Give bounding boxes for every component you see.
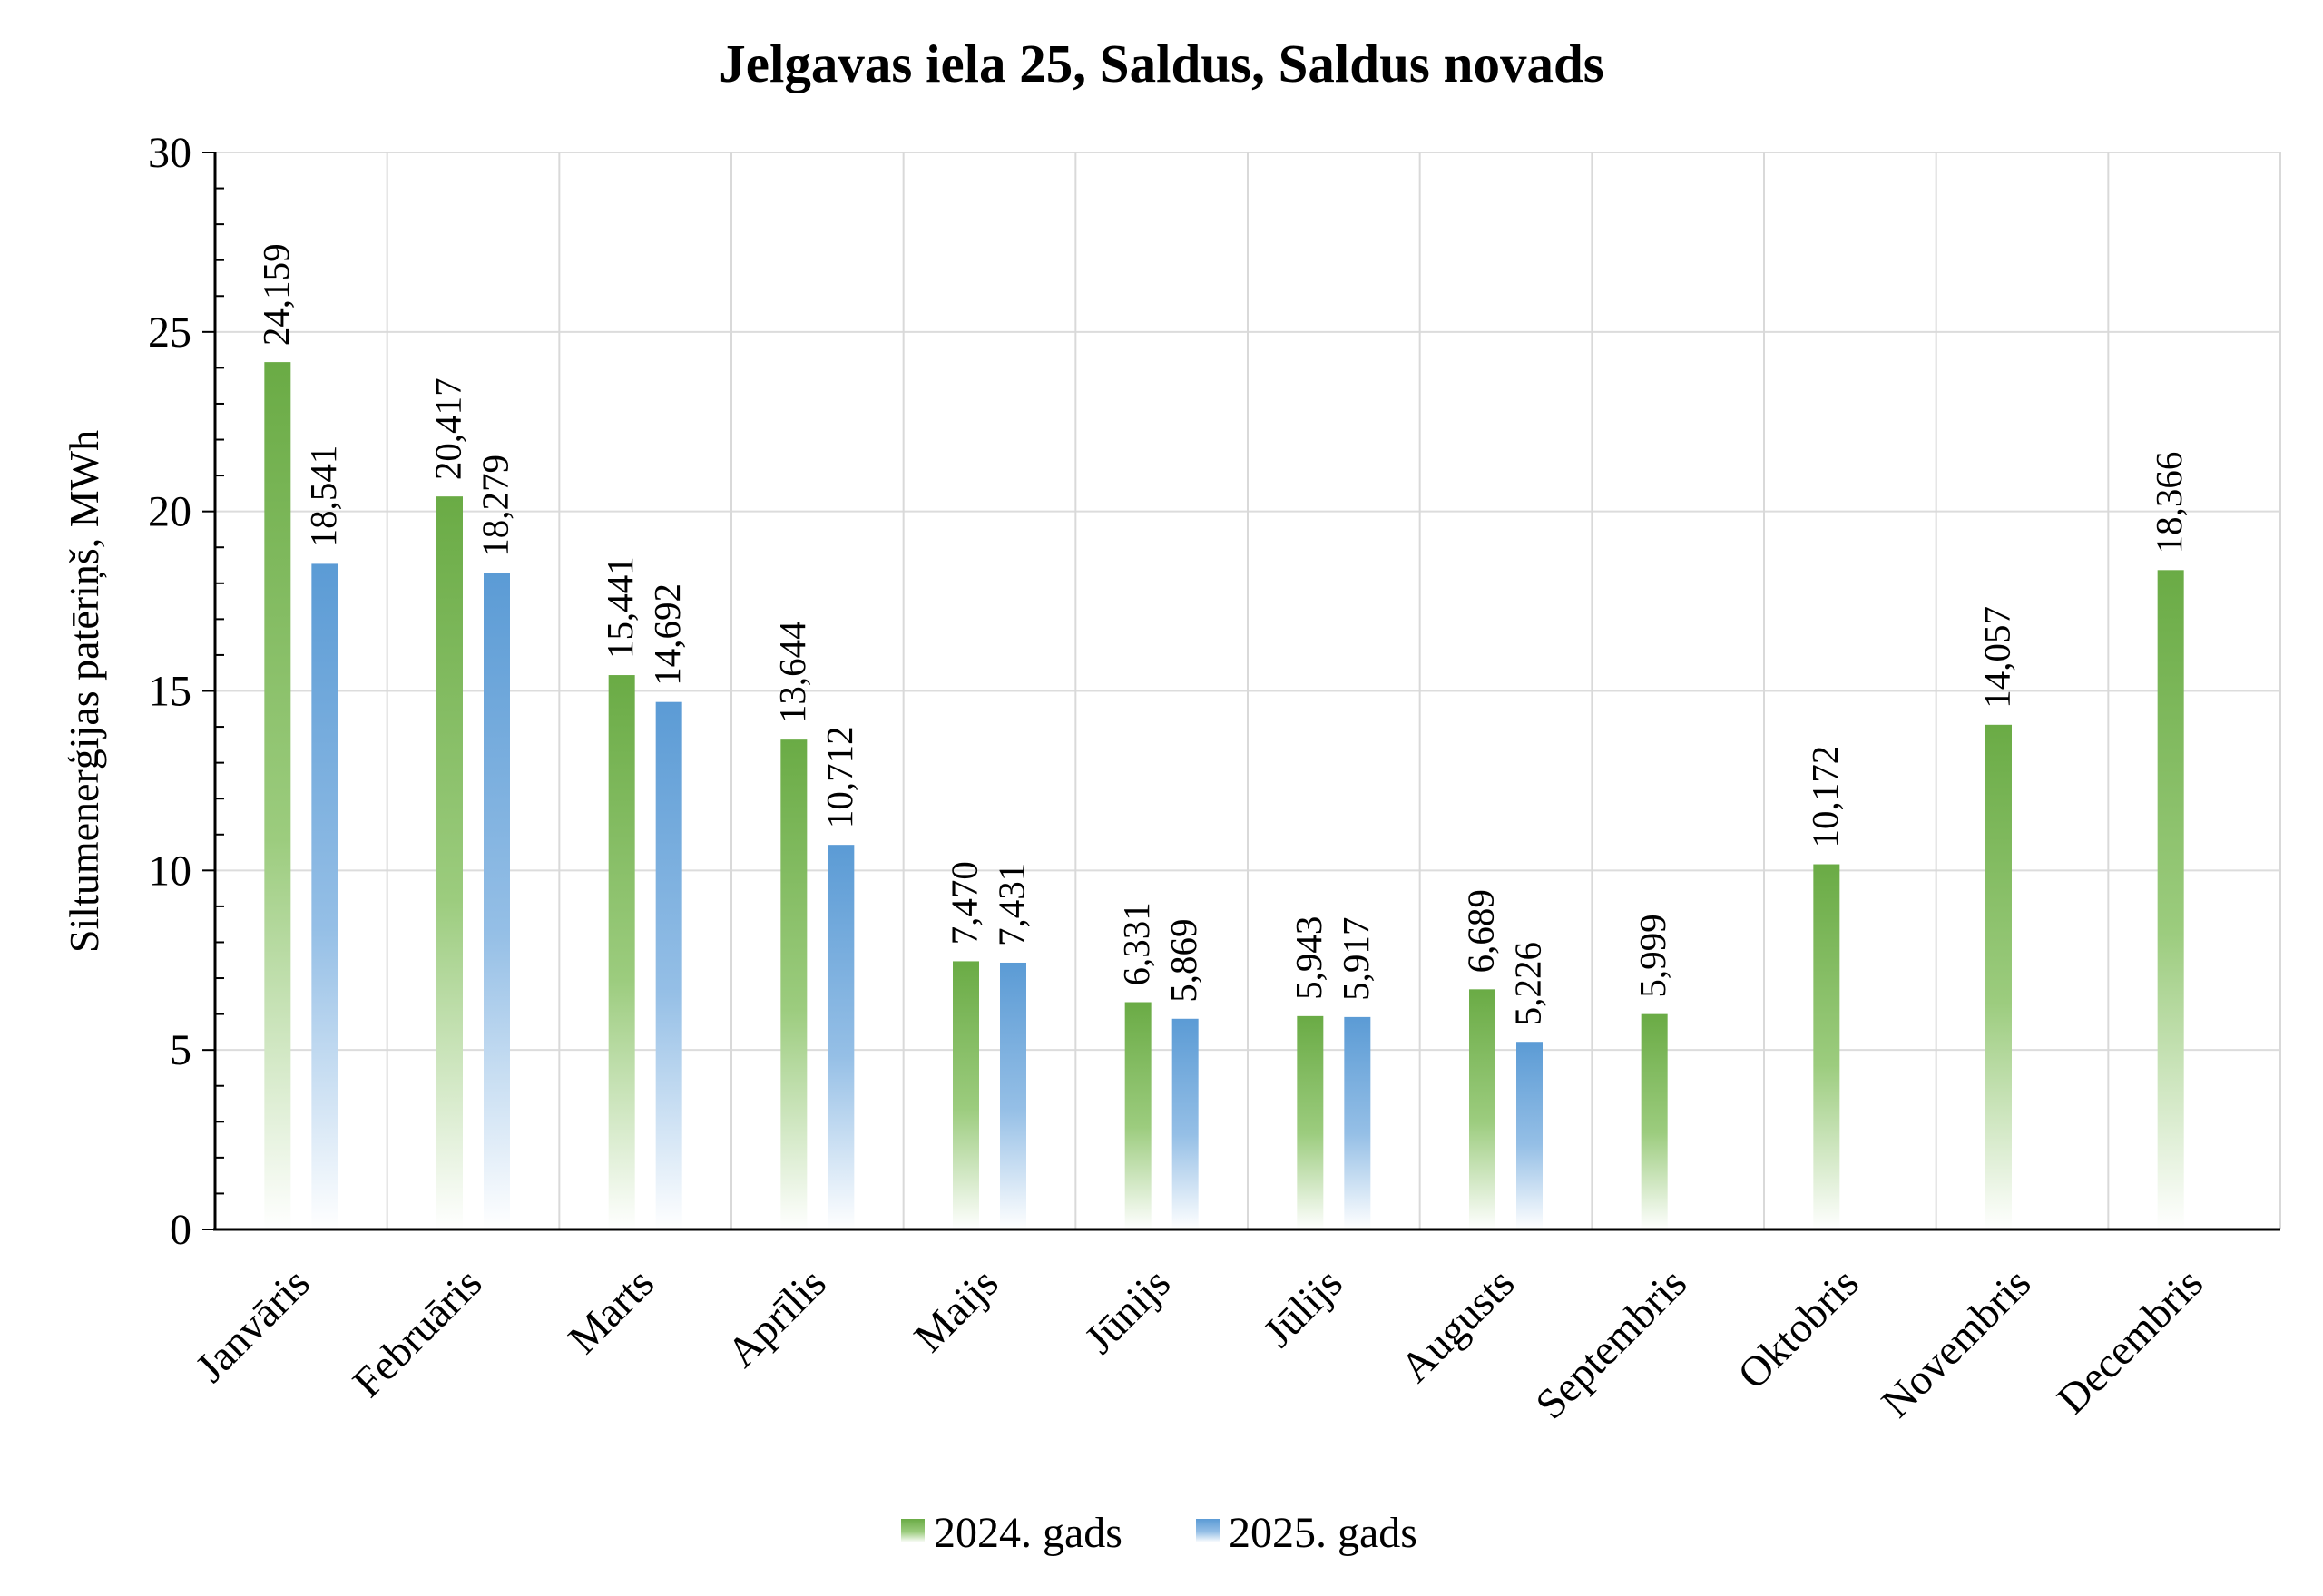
x-tick-label: Decembris: [2048, 1259, 2212, 1424]
data-label: 5,869: [1162, 919, 1204, 1003]
axes: 0 5 10 15 20 25 30 Janvāris Februāris Marts Aprīli…: [148, 129, 2280, 1428]
data-labels: 24,159 20,417 15,441 13,644 7,470 6,331 5,943 6…: [255, 243, 2190, 1025]
x-tick-label: Septembris: [1527, 1259, 1696, 1428]
data-label: 13,644: [771, 621, 813, 723]
bar-2025-0: [311, 563, 338, 1229]
bar-2025-2: [655, 701, 682, 1229]
bar-2025-7: [1516, 1042, 1543, 1229]
x-tick-label: Marts: [560, 1259, 663, 1363]
bar-2024-0: [264, 362, 291, 1229]
grid: [215, 152, 2281, 1229]
data-label: 5,917: [1335, 917, 1377, 1001]
x-tick-label: Novembris: [1873, 1259, 2040, 1426]
bar-2025-1: [484, 573, 510, 1229]
y-tick-label: 30: [148, 129, 191, 177]
bar-2024-4: [953, 961, 979, 1229]
legend-swatch-2025: [1196, 1519, 1220, 1542]
bar-2024-2: [608, 675, 635, 1229]
data-label: 14,692: [646, 583, 688, 686]
y-tick-label: 10: [148, 847, 191, 895]
bar-2024-9: [1813, 864, 1840, 1229]
bar-2024-1: [436, 496, 463, 1229]
legend-swatch-2024: [901, 1519, 925, 1542]
bar-2024-3: [780, 739, 808, 1229]
chart-title: Jelgavas iela 25, Saldus, Saldus novads: [719, 34, 1603, 93]
data-label: 18,279: [475, 455, 516, 557]
legend-label-2024[interactable]: 2024. gads: [934, 1509, 1122, 1557]
data-label: 6,689: [1460, 889, 1502, 973]
x-tick-label: Jūlijs: [1255, 1259, 1352, 1356]
y-tick-label: 20: [148, 488, 191, 536]
bar-2025-3: [828, 845, 855, 1229]
data-label: 14,057: [1976, 606, 2018, 709]
data-label: 5,943: [1288, 916, 1329, 1000]
bar-2024-11: [2157, 570, 2184, 1229]
data-label: 18,366: [2148, 452, 2190, 554]
bars: [264, 362, 2184, 1229]
x-tick-label: Februāris: [344, 1259, 491, 1406]
bar-2024-5: [1124, 1002, 1152, 1229]
legend-label-2025[interactable]: 2025. gads: [1229, 1509, 1417, 1557]
data-label: 18,541: [302, 446, 344, 548]
data-label: 7,431: [991, 863, 1033, 946]
bar-2024-8: [1641, 1013, 1668, 1229]
y-tick-label: 0: [170, 1206, 191, 1254]
y-tick-label: 25: [148, 308, 191, 357]
x-tick-label: Janvāris: [187, 1259, 319, 1392]
bar-2024-7: [1469, 989, 1495, 1229]
data-label: 5,226: [1507, 942, 1549, 1025]
data-label: 10,172: [1804, 746, 1846, 848]
bar-2025-6: [1344, 1016, 1371, 1229]
x-tick-label: Oktobris: [1730, 1259, 1868, 1398]
bar-2025-5: [1171, 1018, 1199, 1229]
data-label: 7,470: [944, 861, 985, 945]
x-tick-label: Jūnijs: [1076, 1259, 1180, 1363]
y-tick-label: 15: [148, 668, 191, 716]
data-label: 5,999: [1632, 914, 1673, 997]
bar-2024-10: [1985, 724, 2012, 1229]
data-label: 15,441: [599, 556, 641, 659]
data-label: 6,331: [1115, 902, 1157, 985]
bar-2025-4: [1000, 962, 1026, 1229]
x-tick-label: Aprīlis: [719, 1259, 836, 1376]
legend[interactable]: 2024. gads 2025. gads: [901, 1509, 1417, 1557]
data-label: 20,417: [427, 377, 469, 480]
bar-2024-6: [1297, 1015, 1324, 1229]
data-label: 10,712: [818, 726, 860, 828]
x-tick-label: Augusts: [1392, 1259, 1524, 1392]
y-tick-label: 5: [170, 1026, 191, 1074]
data-label: 24,159: [255, 243, 297, 346]
x-tick-label: Maijs: [906, 1259, 1007, 1361]
y-axis-title: Siltumenerģijas patēriņš, MWh: [61, 430, 107, 953]
